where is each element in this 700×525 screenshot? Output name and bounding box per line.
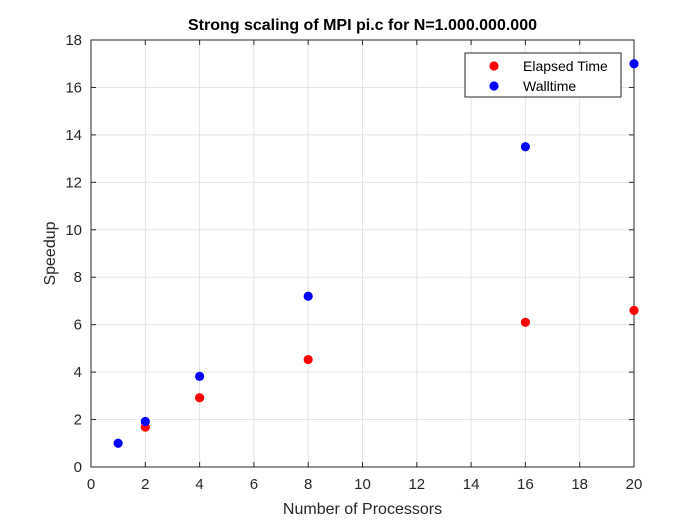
y-axis-label: Speedup xyxy=(42,221,59,285)
y-tick-label: 18 xyxy=(65,32,82,49)
x-tick-label: 0 xyxy=(87,476,95,493)
data-point-elapsed-time xyxy=(195,393,205,403)
x-tick-label: 14 xyxy=(463,476,480,493)
data-point-walltime xyxy=(195,371,205,381)
x-tick-label: 18 xyxy=(571,476,588,493)
legend-label: Elapsed Time xyxy=(523,58,608,74)
data-point-elapsed-time xyxy=(629,305,639,316)
y-tick-label: 16 xyxy=(65,79,82,96)
data-point-walltime xyxy=(303,291,313,301)
data-point-walltime xyxy=(520,142,531,152)
legend-label: Walltime xyxy=(523,78,576,94)
y-tick-label: 6 xyxy=(74,317,82,334)
tick-labels: 0 2 4 6 8 10 12 14 16 18 20 0 2 4 6 8 10 12 14 16 18 xyxy=(65,32,642,493)
y-tick-label: 4 xyxy=(74,364,82,381)
y-tick-label: 2 xyxy=(74,412,82,429)
y-tick-label: 14 xyxy=(65,127,82,144)
x-axis-label: Number of Processors xyxy=(283,501,442,518)
legend: Elapsed Time Walltime xyxy=(464,52,622,98)
x-tick-label: 4 xyxy=(195,476,203,493)
chart-title: Strong scaling of MPI pi.c for N=1.000.0… xyxy=(188,17,537,34)
y-tick-label: 8 xyxy=(74,269,82,286)
data-point-walltime xyxy=(113,438,123,448)
data-points xyxy=(113,59,639,448)
axes xyxy=(90,39,635,468)
x-tick-label: 20 xyxy=(626,476,643,493)
data-point-walltime xyxy=(629,59,639,69)
legend-box xyxy=(464,52,622,98)
x-tick-label: 10 xyxy=(354,476,371,493)
data-point-elapsed-time xyxy=(303,354,313,365)
x-tick-label: 2 xyxy=(141,476,149,493)
x-tick-label: 8 xyxy=(304,476,312,493)
data-point-walltime xyxy=(140,416,150,427)
data-point-elapsed-time xyxy=(520,317,531,327)
y-tick-label: 0 xyxy=(74,459,82,476)
y-tick-label: 10 xyxy=(65,222,82,239)
legend-marker xyxy=(489,61,499,71)
x-tick-label: 6 xyxy=(250,476,258,493)
x-tick-label: 12 xyxy=(408,476,425,493)
legend-marker xyxy=(489,81,499,91)
y-tick-label: 12 xyxy=(65,174,82,191)
grid xyxy=(90,39,635,468)
x-tick-label: 16 xyxy=(517,476,534,493)
